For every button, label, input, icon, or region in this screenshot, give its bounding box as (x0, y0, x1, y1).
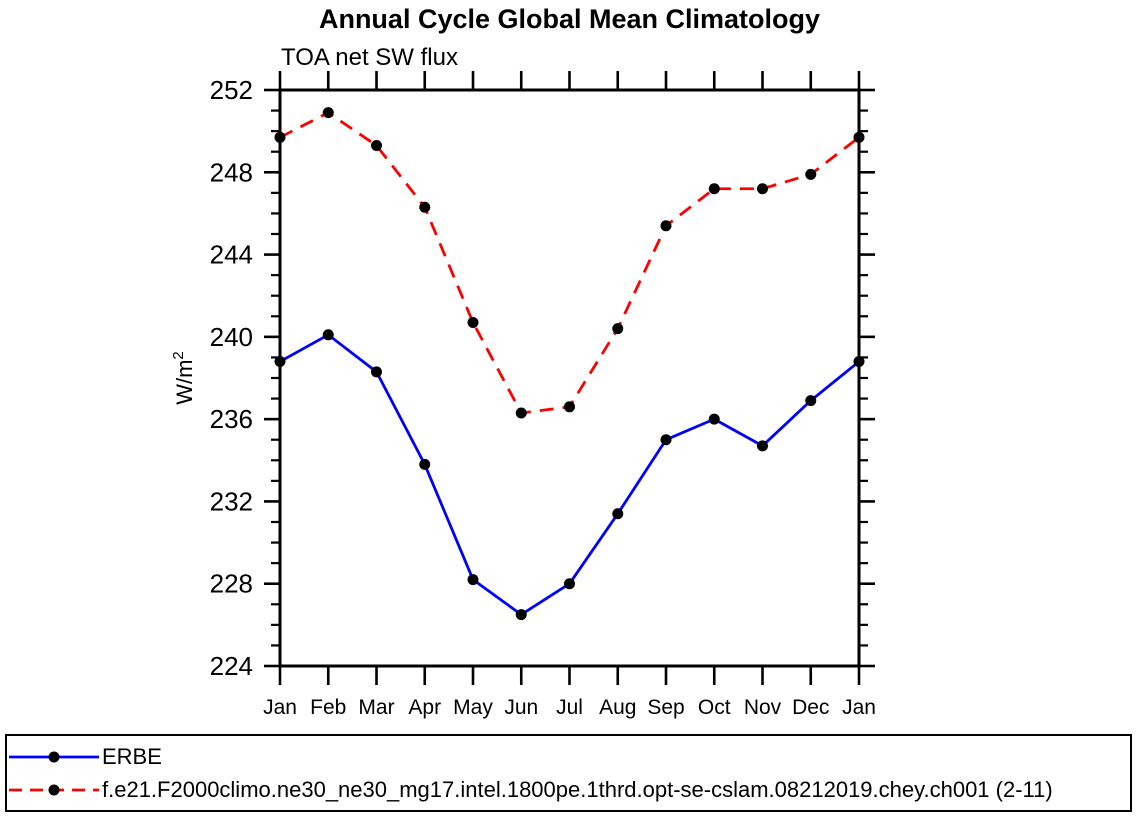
legend-swatch-dashed-line-icon (9, 784, 99, 795)
x-tick-label: Aug (599, 696, 636, 719)
data-point-marker (419, 201, 431, 213)
y-tick-label: 228 (210, 569, 253, 599)
data-point-marker (274, 356, 286, 368)
legend-label: f.e21.F2000climo.ne30_ne30_mg17.intel.18… (102, 776, 1053, 802)
data-point-marker (467, 316, 479, 328)
data-point-marker (371, 366, 382, 378)
data-point-marker (853, 131, 865, 143)
data-point-marker (371, 140, 382, 152)
data-point-marker (564, 578, 575, 590)
series-line-model (279, 111, 860, 415)
chart-title: Annual Cycle Global Mean Climatology (318, 4, 821, 34)
data-point-marker (467, 574, 479, 586)
legend-item-model: f.e21.F2000climo.ne30_ne30_mg17.intel.18… (9, 775, 1130, 805)
data-point-marker (805, 168, 817, 180)
data-point-marker (660, 220, 672, 232)
data-point-marker (564, 401, 575, 413)
x-tick-label: Oct (698, 696, 731, 719)
legend-swatch-solid-line-icon (9, 751, 99, 762)
data-point-marker (274, 131, 286, 143)
data-point-marker (757, 440, 768, 452)
data-point-marker (612, 508, 624, 520)
series-line-erbe (279, 333, 860, 616)
x-tick-label: Jun (504, 696, 538, 719)
data-point-marker (515, 407, 527, 419)
legend-item-erbe: ERBE (9, 742, 1130, 772)
data-point-marker (419, 458, 431, 470)
data-point-marker (515, 609, 527, 621)
data-point-marker (853, 356, 865, 368)
x-tick-label: Sep (647, 696, 684, 719)
x-tick-label: Feb (310, 696, 346, 719)
x-tick-label: Apr (408, 696, 441, 719)
data-point-marker (708, 183, 720, 195)
x-tick-label: Jul (556, 696, 583, 719)
y-tick-label: 236 (210, 404, 253, 434)
x-tick-label: Mar (358, 696, 394, 719)
y-tick-label: 252 (210, 75, 253, 105)
x-tick-label: Dec (792, 696, 829, 719)
y-tick-label: 232 (210, 486, 253, 516)
data-point-marker (322, 107, 334, 119)
x-tick-label: May (453, 696, 493, 719)
y-tick-label: 240 (210, 322, 253, 352)
data-point-marker (757, 183, 768, 195)
data-point-marker (322, 329, 334, 341)
plot-frame (278, 88, 861, 668)
y-tick-label: 248 (210, 157, 253, 187)
x-tick-label: Nov (744, 696, 782, 719)
y-tick-label: 224 (210, 651, 253, 681)
y-axis-title: W/m2 (170, 351, 197, 405)
line-chart-plot: 224 228 232 236 240 244 248 252 Jan Feb Mar Apr May J… (170, 71, 876, 719)
x-tick-label: Jan (842, 696, 876, 719)
chart-subtitle: TOA net SW flux (281, 44, 458, 71)
x-tick-label: Jan (263, 696, 297, 719)
data-point-marker (612, 323, 624, 335)
legend-label: ERBE (102, 743, 162, 769)
y-tick-label: 244 (210, 240, 253, 270)
data-point-marker (660, 434, 672, 446)
data-point-marker (708, 413, 720, 425)
legend: ERBE f.e21.F2000climo.ne30_ne30_mg17.int… (5, 734, 1132, 812)
data-point-marker (805, 395, 817, 407)
